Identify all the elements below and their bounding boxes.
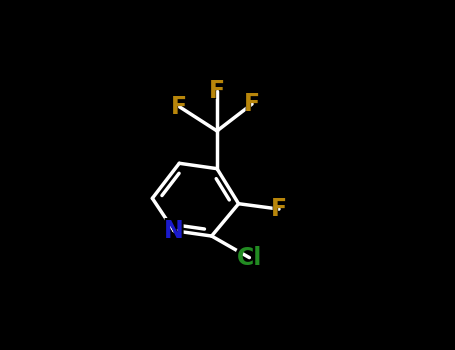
Text: F: F: [209, 78, 225, 103]
Text: N: N: [162, 217, 186, 245]
Text: F: F: [171, 95, 187, 119]
Text: F: F: [244, 92, 260, 116]
Text: F: F: [169, 93, 189, 121]
Text: Cl: Cl: [237, 246, 262, 270]
Text: Cl: Cl: [233, 244, 265, 272]
Text: F: F: [207, 77, 227, 105]
Text: F: F: [242, 90, 262, 118]
Text: N: N: [164, 219, 184, 243]
Text: F: F: [269, 195, 289, 223]
Text: F: F: [271, 197, 287, 221]
